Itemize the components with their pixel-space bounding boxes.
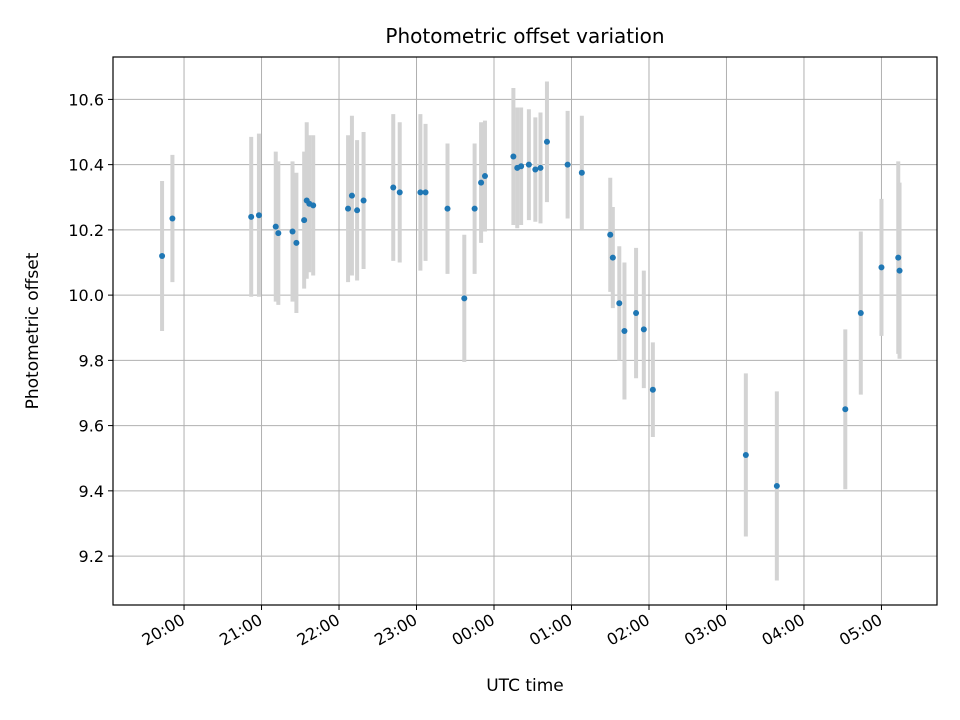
data-point — [360, 197, 367, 204]
y-tick-label: 9.2 — [79, 547, 104, 566]
data-point — [640, 326, 647, 333]
data-point — [609, 254, 616, 261]
data-point — [742, 451, 749, 458]
data-point — [510, 153, 517, 160]
data-point — [345, 205, 352, 212]
data-point — [649, 386, 656, 393]
plot-frame — [112, 56, 938, 606]
data-point — [518, 163, 525, 170]
data-point — [537, 164, 544, 171]
data-point — [159, 252, 166, 259]
data-point — [289, 228, 296, 235]
data-points — [159, 138, 903, 489]
chart-title: Photometric offset variation — [385, 24, 664, 48]
data-point — [169, 215, 176, 222]
data-point — [248, 213, 255, 220]
data-point — [481, 173, 488, 180]
data-point — [532, 166, 539, 173]
y-tick-label: 10.2 — [68, 221, 104, 240]
data-point — [842, 406, 849, 413]
x-axis-title: UTC time — [486, 676, 564, 696]
data-point — [633, 310, 640, 317]
data-point — [396, 189, 403, 196]
data-point — [272, 223, 279, 230]
y-tick-label: 10.0 — [68, 286, 104, 305]
data-point — [461, 295, 468, 302]
y-tick-label: 10.6 — [68, 90, 104, 109]
data-point — [616, 300, 623, 307]
data-point — [896, 267, 903, 274]
data-point — [773, 482, 780, 489]
data-point — [348, 192, 355, 199]
data-point — [310, 202, 317, 209]
data-point — [564, 161, 571, 168]
data-point — [444, 205, 451, 212]
data-point — [354, 207, 361, 214]
y-tick-label: 9.6 — [79, 417, 104, 436]
data-point — [422, 189, 429, 196]
y-axis-ticks: 9.2 9.4 9.6 9.8 10.0 10.2 10.4 10.6 — [68, 90, 113, 566]
data-point — [255, 212, 262, 219]
y-tick-label: 10.4 — [68, 156, 104, 175]
data-point — [621, 328, 628, 334]
y-tick-label: 9.8 — [79, 351, 104, 370]
data-point — [525, 161, 532, 168]
data-point — [417, 189, 424, 196]
data-point — [878, 264, 885, 271]
data-point — [857, 310, 864, 317]
data-point — [478, 179, 485, 186]
data-point — [543, 138, 550, 145]
y-tick-label: 9.4 — [79, 482, 104, 501]
data-point — [895, 254, 902, 261]
y-axis-title: Photometric offset — [23, 252, 43, 409]
data-point — [390, 184, 397, 191]
data-point — [578, 169, 585, 176]
data-point — [301, 217, 308, 224]
data-point — [471, 205, 478, 212]
data-point — [293, 239, 300, 246]
data-point — [607, 231, 614, 238]
data-point — [275, 230, 282, 237]
